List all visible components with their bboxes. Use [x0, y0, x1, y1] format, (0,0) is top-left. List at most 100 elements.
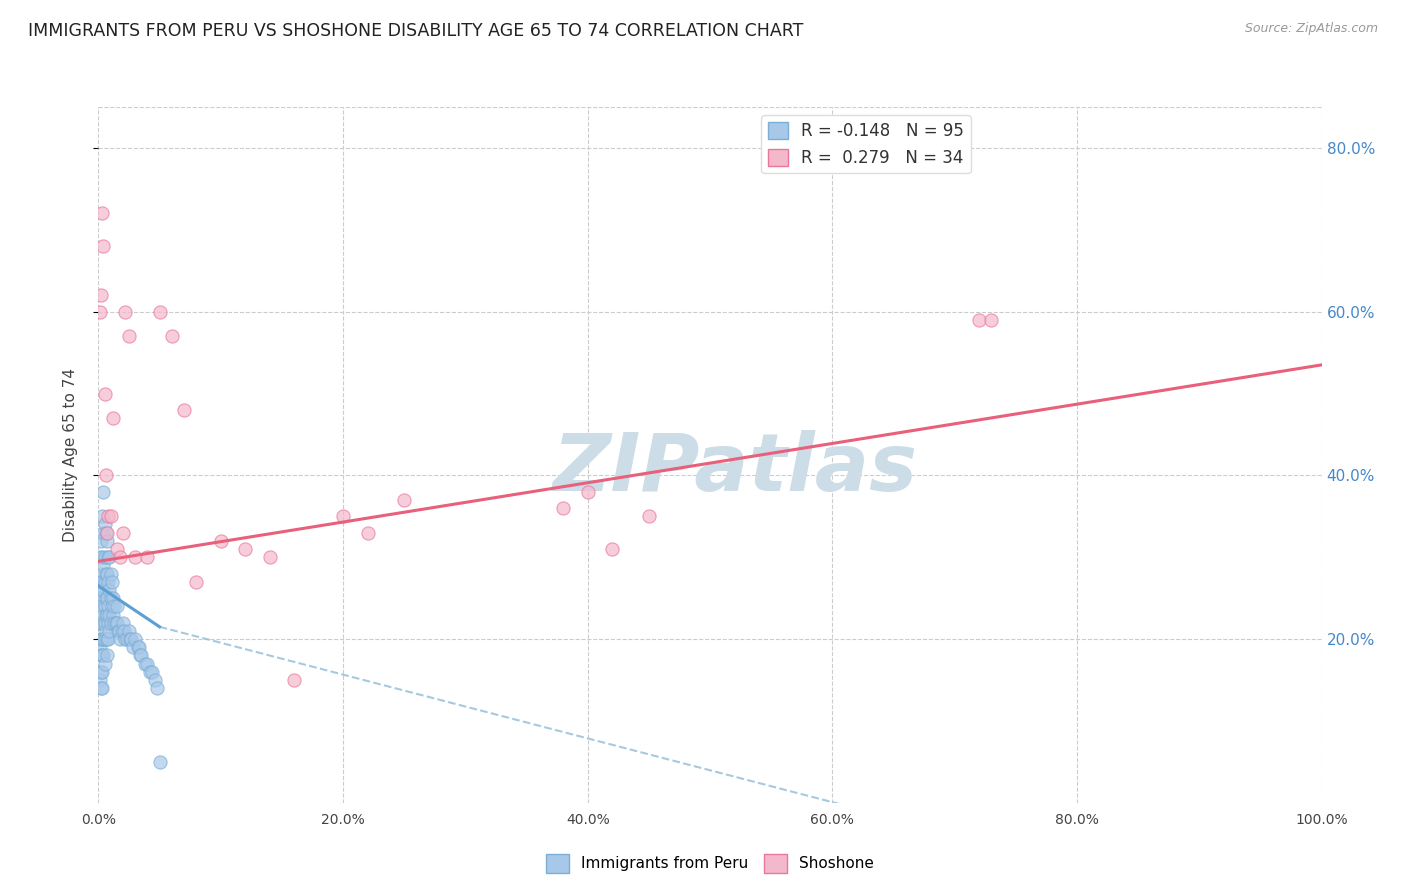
Point — [638, 509, 661, 524]
Point — [114, 304, 136, 318]
Point — [93, 574, 115, 589]
Text: ZIPatlas: ZIPatlas — [553, 430, 917, 508]
Point — [110, 550, 132, 565]
Point — [87, 591, 110, 606]
Point — [97, 509, 120, 524]
Point — [97, 632, 120, 646]
Point — [118, 624, 141, 638]
Point — [90, 615, 112, 630]
Point — [124, 632, 146, 646]
Point — [91, 632, 114, 646]
Point — [96, 648, 118, 663]
Point — [93, 657, 115, 671]
Point — [141, 665, 163, 679]
Point — [108, 624, 131, 638]
Point — [111, 624, 134, 638]
Point — [91, 648, 114, 663]
Point — [94, 591, 117, 606]
Point — [173, 403, 195, 417]
Point — [136, 657, 159, 671]
Point — [90, 574, 112, 589]
Point — [91, 206, 114, 220]
Point — [129, 648, 152, 663]
Point — [90, 591, 112, 606]
Point — [98, 624, 121, 638]
Point — [105, 599, 128, 614]
Point — [100, 591, 122, 606]
Point — [89, 574, 111, 589]
Point — [90, 632, 112, 646]
Point — [127, 640, 149, 655]
Point — [96, 533, 118, 548]
Point — [91, 484, 114, 499]
Point — [93, 615, 115, 630]
Point — [97, 599, 120, 614]
Point — [91, 525, 114, 540]
Point — [576, 484, 599, 499]
Text: IMMIGRANTS FROM PERU VS SHOSHONE DISABILITY AGE 65 TO 74 CORRELATION CHART: IMMIGRANTS FROM PERU VS SHOSHONE DISABIL… — [28, 22, 803, 40]
Point — [91, 599, 114, 614]
Point — [103, 599, 125, 614]
Point — [89, 582, 111, 597]
Point — [233, 542, 256, 557]
Point — [96, 607, 118, 622]
Point — [94, 607, 117, 622]
Point — [93, 550, 115, 565]
Point — [90, 681, 112, 696]
Point — [90, 648, 112, 663]
Point — [93, 632, 115, 646]
Point — [112, 624, 135, 638]
Point — [104, 615, 127, 630]
Point — [91, 648, 114, 663]
Point — [124, 550, 146, 565]
Point — [105, 615, 128, 630]
Point — [97, 615, 120, 630]
Legend: Immigrants from Peru, Shoshone: Immigrants from Peru, Shoshone — [540, 847, 880, 879]
Point — [94, 566, 117, 581]
Point — [89, 673, 111, 687]
Point — [89, 640, 111, 655]
Point — [93, 599, 115, 614]
Point — [136, 550, 159, 565]
Point — [96, 632, 118, 646]
Point — [209, 533, 232, 548]
Point — [111, 615, 134, 630]
Point — [101, 607, 124, 622]
Point — [90, 665, 112, 679]
Point — [94, 468, 117, 483]
Point — [94, 624, 117, 638]
Point — [98, 582, 121, 597]
Point — [91, 632, 114, 646]
Point — [91, 615, 114, 630]
Point — [120, 632, 142, 646]
Point — [283, 673, 305, 687]
Point — [149, 304, 172, 318]
Point — [96, 525, 118, 540]
Point — [97, 574, 120, 589]
Point — [100, 615, 122, 630]
Point — [91, 665, 114, 679]
Point — [98, 607, 121, 622]
Point — [101, 591, 124, 606]
Point — [146, 681, 169, 696]
Point — [90, 533, 112, 548]
Point — [120, 632, 142, 646]
Point — [90, 566, 112, 581]
Point — [96, 566, 118, 581]
Point — [186, 574, 208, 589]
Point — [103, 615, 125, 630]
Point — [149, 755, 172, 769]
Point — [91, 607, 114, 622]
Point — [600, 542, 623, 557]
Point — [89, 615, 111, 630]
Point — [101, 574, 124, 589]
Point — [94, 525, 117, 540]
Point — [332, 509, 354, 524]
Point — [93, 386, 115, 401]
Point — [967, 313, 990, 327]
Point — [91, 681, 114, 696]
Point — [89, 550, 111, 565]
Point — [143, 673, 166, 687]
Point — [105, 542, 128, 557]
Point — [91, 582, 114, 597]
